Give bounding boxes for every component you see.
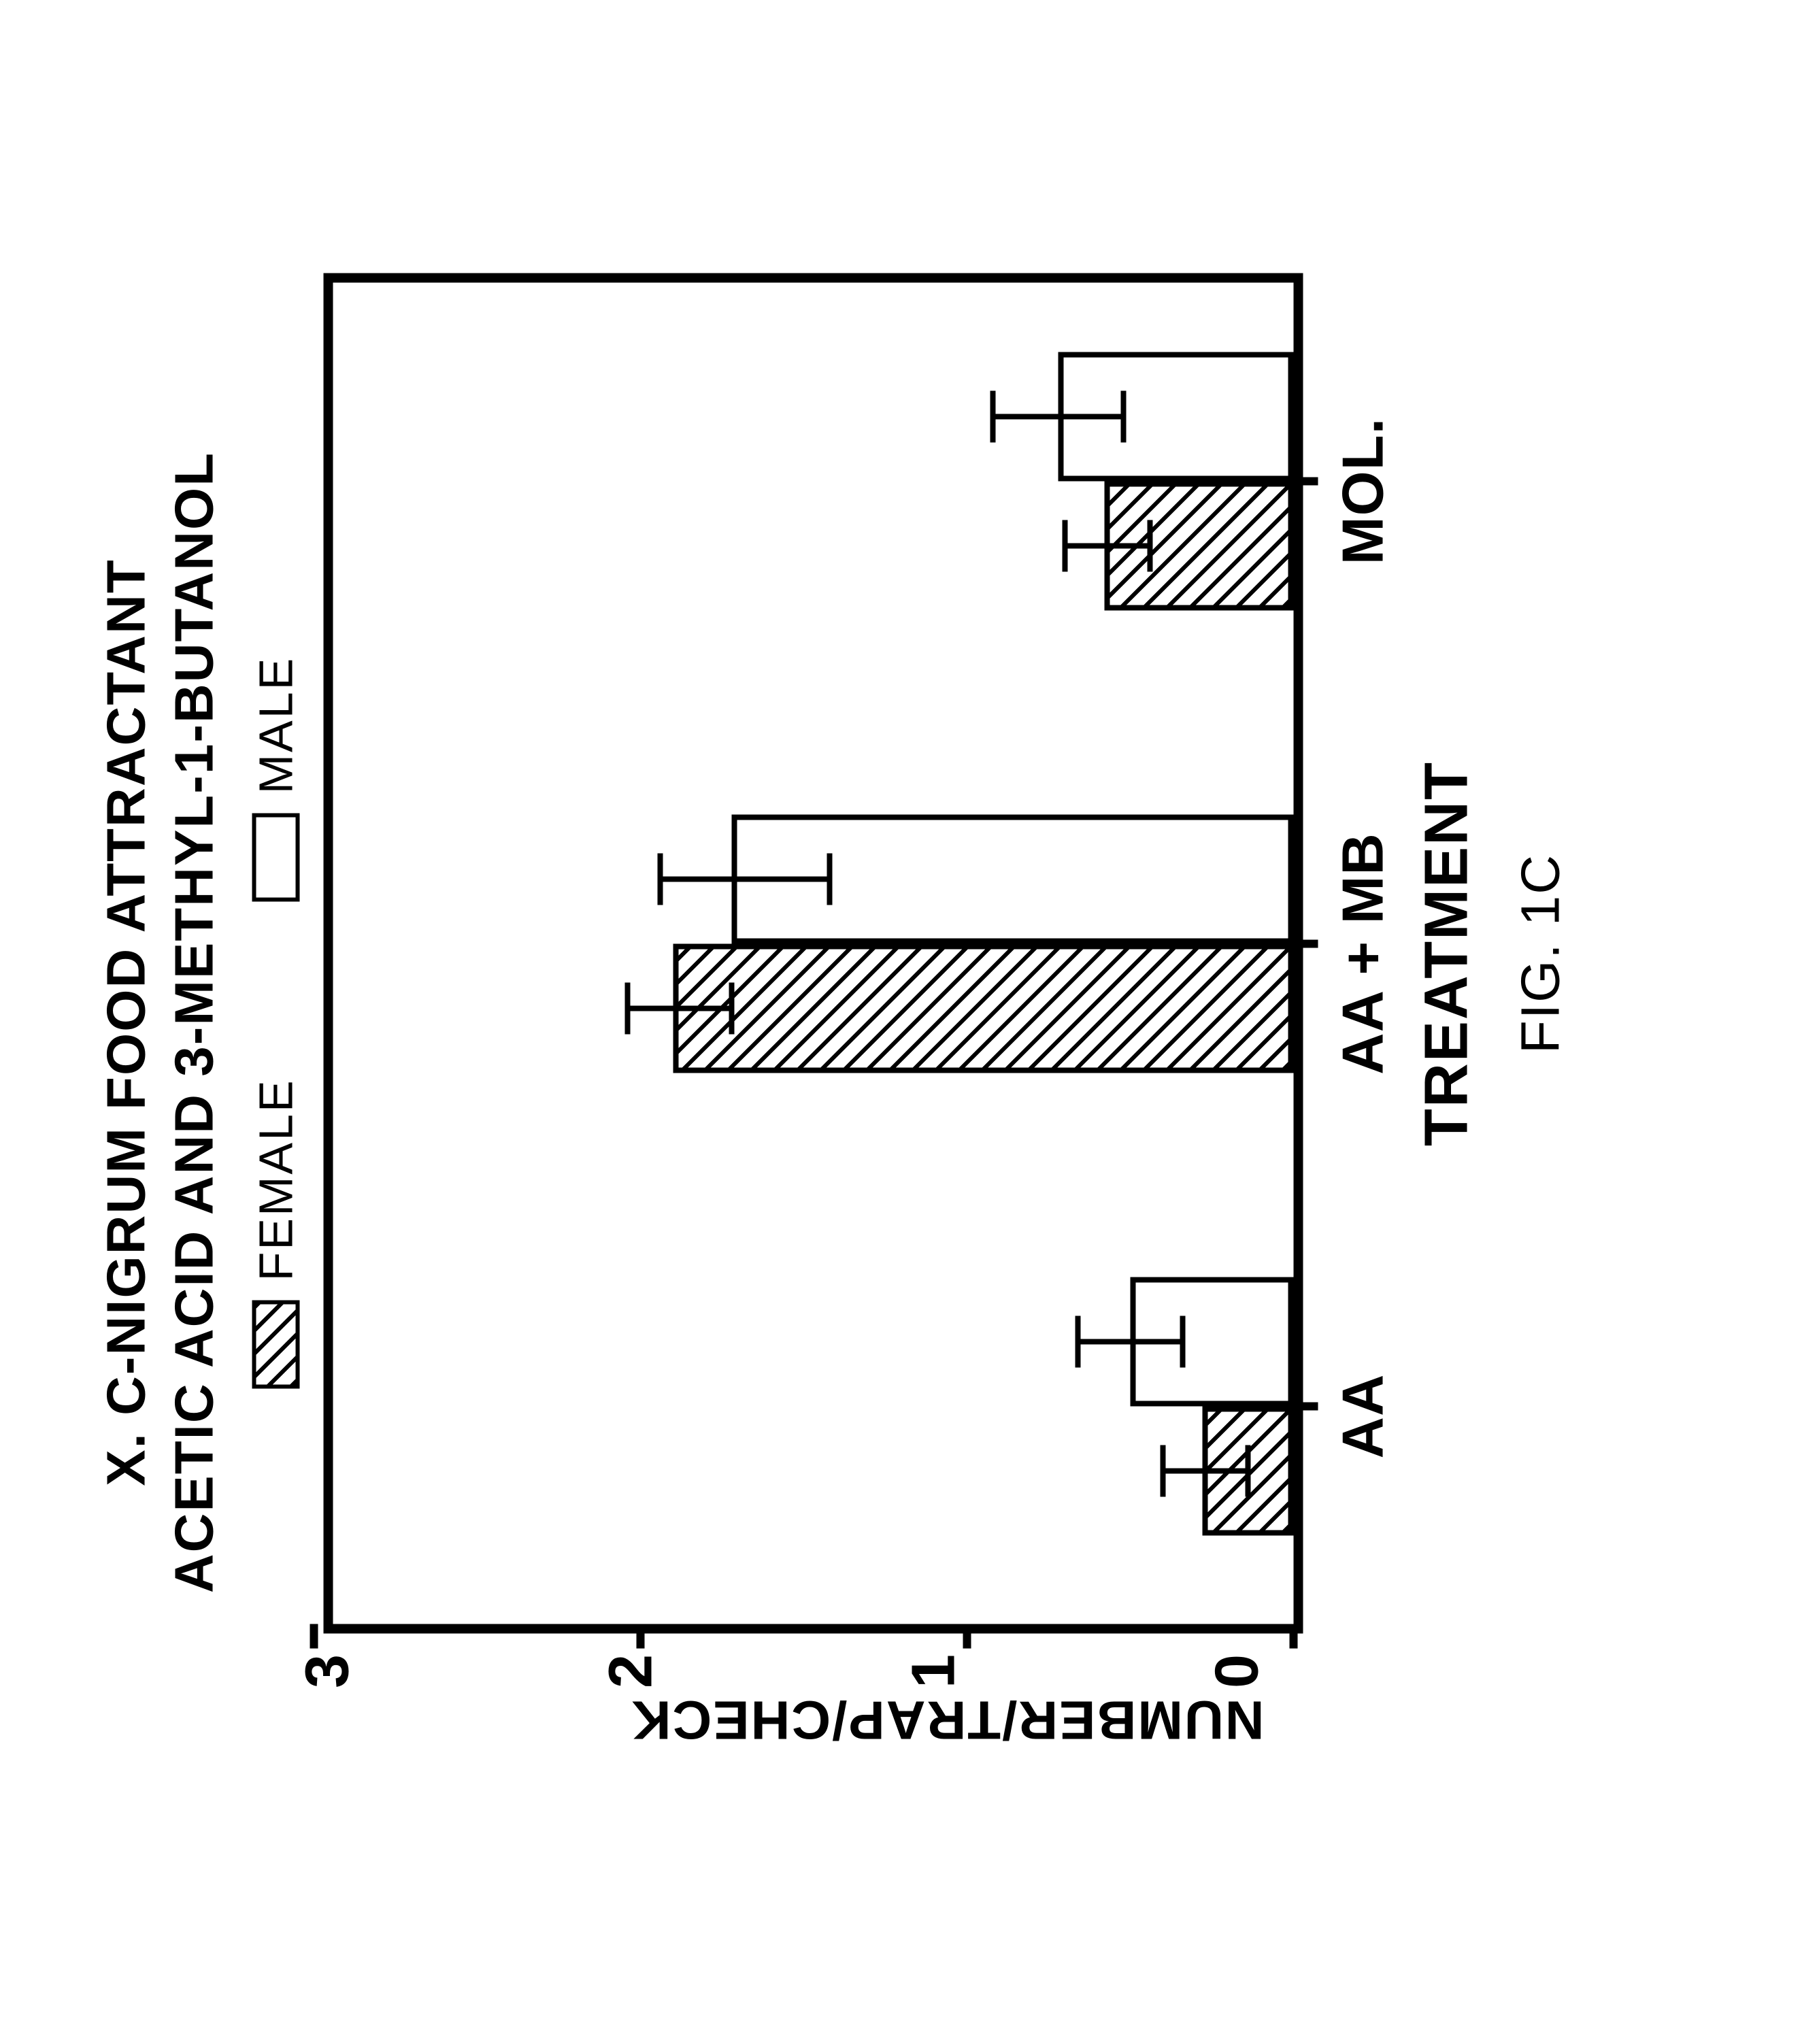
y-tick-label: 3	[293, 1654, 363, 1688]
y-tick-mark	[1290, 1624, 1298, 1648]
legend-item-male: MALE	[249, 656, 303, 901]
x-axis-title: TREATMENT	[1412, 273, 1482, 1633]
error-bar-stem	[1078, 1339, 1183, 1344]
x-tick-label: AA	[1331, 1373, 1397, 1458]
error-bar-cap-bottom	[1147, 520, 1152, 571]
x-axis-tick-labels: AA AA + MB MOL.	[1303, 273, 1399, 1633]
x-tick-label: AA + MB	[1331, 833, 1397, 1075]
error-bar-stem	[993, 414, 1124, 419]
chart-title-block: X. C-NIGRUM FOOD ATTRACTANT ACETIC ACID …	[93, 451, 229, 1592]
y-tick-label: 1	[899, 1654, 969, 1688]
error-bar-cap-bottom	[1245, 1445, 1250, 1496]
legend-label-female: FEMALE	[249, 1078, 303, 1281]
error-bar-cap-top	[624, 982, 630, 1034]
error-bar-cap-top	[990, 390, 996, 442]
error-bar-cap-top	[1063, 520, 1068, 571]
error-bar-stem	[627, 1005, 732, 1011]
error-bar-cap-top	[1161, 1445, 1166, 1496]
x-tick-label: MOL.	[1331, 417, 1397, 564]
plot-area	[324, 273, 1303, 1633]
y-tick-label: 2	[596, 1654, 666, 1688]
figure-caption: FIG. 1C	[1510, 273, 1572, 1633]
legend: FEMALE MALE	[249, 656, 303, 1388]
figure-rotated-container: X. C-NIGRUM FOOD ATTRACTANT ACETIC ACID …	[93, 141, 1725, 1903]
error-bar-stem	[660, 876, 830, 882]
error-bar-cap-bottom	[1121, 390, 1127, 442]
chart-title-line-2: ACETIC ACID AND 3-METHYL-1-BUTANOL	[161, 451, 229, 1592]
legend-item-female: FEMALE	[249, 1078, 303, 1388]
error-bar-cap-top	[1076, 1316, 1081, 1367]
error-bar-cap-bottom	[729, 982, 735, 1034]
y-tick-label: 0	[1202, 1654, 1272, 1688]
y-tick-mark	[637, 1624, 645, 1648]
legend-swatch-male	[252, 813, 300, 901]
legend-swatch-female	[252, 1300, 300, 1388]
error-bar-cap-top	[657, 853, 663, 905]
bar-female-aa-mb	[673, 943, 1294, 1073]
error-bar-cap-bottom	[1180, 1316, 1185, 1367]
plot-row: 3210	[324, 273, 1303, 1688]
plot-column: 3210 AAAA + MBMOL. TREATMENT FIG. 1C	[324, 273, 1572, 1688]
error-bar-cap-bottom	[827, 853, 833, 905]
y-axis-ticks: 3 2 1 0	[293, 1633, 1273, 1688]
y-axis-title: NUMBER/TRAP/CHECK	[324, 1688, 1572, 1771]
error-bar-stem	[1163, 1468, 1248, 1473]
legend-label-male: MALE	[249, 656, 303, 794]
plot-outer: NUMBER/TRAP/CHECK 3210 AAAA + MBMOL. TRE…	[324, 273, 1572, 1771]
y-tick-mark	[963, 1624, 971, 1648]
chart-title-line-1: X. C-NIGRUM FOOD ATTRACTANT	[93, 451, 161, 1592]
error-bar-stem	[1065, 543, 1150, 548]
y-tick-mark	[310, 1624, 318, 1648]
